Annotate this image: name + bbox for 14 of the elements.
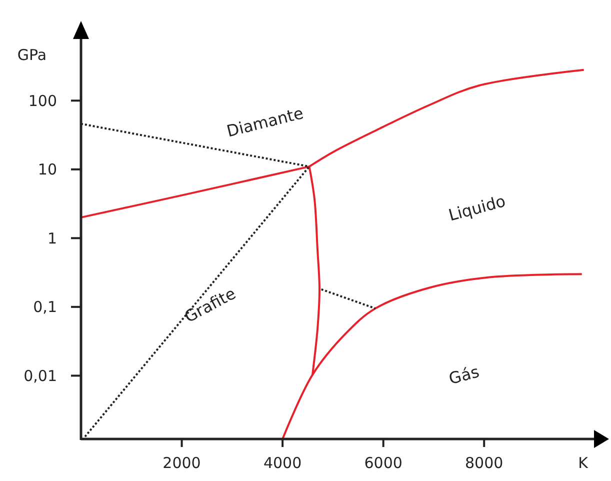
x-tick-label: 2000 [162,454,201,472]
y-tick-label: 100 [28,92,57,110]
y-tick-label: 1 [47,229,57,248]
x-tick-label: 6000 [364,454,402,472]
annotation: Liquido [446,191,508,225]
x-tick-label: 8000 [465,454,504,472]
y-tick-label: 0,01 [24,366,57,385]
y-tick-label: 0,1 [33,298,57,316]
x-tick-label: 4000 [263,454,302,472]
annotation: Gás [446,362,482,388]
y-axis-title: GPa [17,46,47,64]
x-axis-title: K [578,454,590,472]
annotation: Diamante [224,103,306,141]
y-tick-label: 10 [38,160,57,179]
